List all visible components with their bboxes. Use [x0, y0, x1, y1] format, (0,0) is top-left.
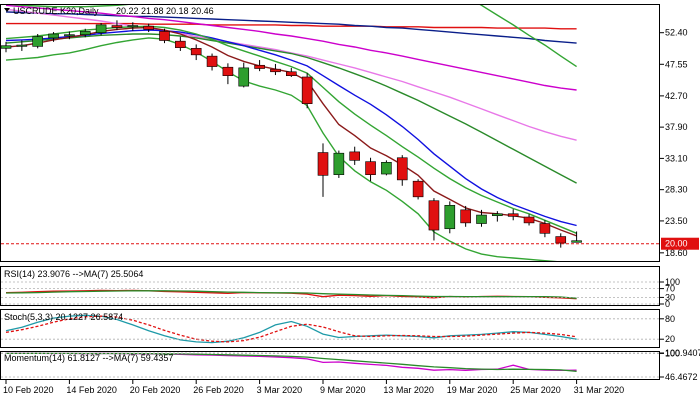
indicator-0-tick-label-0: 100 [665, 277, 680, 287]
indicator-2-tick-label-2: 46.4672 [665, 372, 698, 382]
candle-body-28 [444, 204, 456, 230]
price-tick-label-6: 23.50 [665, 216, 688, 226]
indicator-0-tick-label-2: 30 [665, 292, 675, 302]
indicator-1-series-1 [5, 315, 577, 343]
time-tick-label-1: 14 Feb 2020 [66, 385, 117, 395]
chart-header: USCRUDE.K20,Daily 20.22 21.88 20.18 20.4… [4, 6, 214, 16]
candle-body-8 [127, 25, 139, 28]
time-tick-label-2: 20 Feb 2020 [130, 385, 181, 395]
indicator-2-tick-label-0: 100.9407 [665, 348, 700, 358]
moving-average-line-1 [5, 11, 577, 44]
candle-body-4 [64, 34, 75, 37]
ohlc-header: 20.22 21.88 20.18 20.46 [116, 6, 214, 16]
candle-body-30 [476, 214, 487, 224]
candle-body-16 [254, 64, 265, 69]
candle-body-21 [333, 152, 345, 175]
candle-body-35 [555, 236, 567, 244]
candle-body-0 [0, 45, 12, 49]
candle-body-34 [539, 223, 551, 234]
price-tick-label-3: 37.90 [665, 122, 688, 132]
candle-body-14 [222, 66, 234, 76]
candle-body-3 [48, 33, 59, 39]
price-tick-label-4: 33.10 [665, 153, 688, 163]
candle-body-26 [412, 180, 424, 198]
candle-body-10 [159, 31, 170, 41]
stoch-title: Stoch(5,3,3) 20.1227 26.5874 [4, 312, 123, 322]
rsi-title: RSI(14) 23.9076 -->MA(7) 25.5064 [4, 269, 143, 279]
stoch-pane [0, 309, 660, 348]
candle-body-13 [206, 55, 218, 67]
candle-body-9 [143, 25, 154, 30]
candle-body-17 [270, 68, 281, 73]
candle-body-20 [317, 152, 329, 176]
candle-body-36 [571, 240, 582, 243]
candle-body-5 [79, 31, 91, 35]
candle-body-19 [301, 76, 313, 104]
header-arrow-icon [4, 8, 10, 12]
candle-body-11 [175, 40, 186, 48]
time-tick-label-3: 26 Feb 2020 [193, 385, 244, 395]
candlesticks [0, 20, 582, 248]
candle-body-18 [285, 71, 297, 76]
candle-body-25 [396, 157, 408, 181]
momentum-title: Momentum(14) 61.8127 -->MA(7) 59.4357 [4, 353, 173, 363]
moving-average-line-2 [5, 5, 577, 91]
price-axis: 52.40 47.55 42.70 37.90 33.10 28.30 23.50 18.60… [1, 28, 699, 258]
indicator-0-tick-label-3: 0 [665, 299, 670, 309]
candle-body-2 [32, 36, 44, 47]
candle-body-12 [190, 48, 202, 56]
indicator-1-tick-label-1: 20 [665, 334, 675, 344]
time-tick-label-9: 31 Mar 2020 [574, 385, 625, 395]
time-tick-label-7: 19 Mar 2020 [447, 385, 498, 395]
price-tick-label-0: 52.40 [665, 28, 688, 38]
symbol-header: USCRUDE.K20,Daily [13, 6, 99, 16]
moving-average-line-9 [9, 5, 577, 68]
indicator-1-tick-label-0: 80 [665, 314, 675, 324]
candle-body-29 [460, 209, 471, 224]
rsi-pane [0, 266, 660, 306]
time-tick-label-8: 25 Mar 2020 [510, 385, 561, 395]
time-tick-label-5: 9 Mar 2020 [320, 385, 366, 395]
price-tick-label-5: 28.30 [665, 185, 688, 195]
current-price-label: 20.00 [665, 239, 688, 249]
candle-body-24 [381, 162, 392, 175]
price-tick-label-7: 18.60 [665, 248, 688, 258]
price-tick-label-1: 47.55 [665, 59, 688, 69]
candle-body-32 [507, 213, 519, 217]
candle-body-6 [95, 24, 107, 34]
indicator-2-tick-label-1: 100 [665, 348, 680, 358]
moving-average-line-8 [5, 37, 558, 261]
candle-body-15 [238, 67, 250, 87]
candle-body-31 [492, 213, 503, 217]
candle-body-7 [111, 25, 123, 28]
time-tick-label-4: 3 Mar 2020 [257, 385, 303, 395]
momentum-pane [0, 351, 660, 380]
time-axis: 10 Feb 2020 14 Feb 2020 20 Feb 2020 26 Feb … [3, 380, 624, 395]
candle-body-22 [349, 151, 361, 161]
price-tick-label-2: 42.70 [665, 91, 688, 101]
price-pane [0, 4, 660, 262]
candle-body-1 [16, 44, 28, 47]
current-price-tag [661, 237, 699, 250]
indicator-0-series-1 [5, 290, 577, 299]
time-tick-label-6: 13 Mar 2020 [383, 385, 434, 395]
time-tick-label-0: 10 Feb 2020 [3, 385, 54, 395]
candle-body-23 [365, 161, 376, 175]
indicator-0-tick-label-1: 70 [665, 284, 675, 294]
indicator-lines [5, 289, 577, 372]
candle-body-33 [523, 216, 535, 224]
candle-body-27 [428, 200, 440, 231]
